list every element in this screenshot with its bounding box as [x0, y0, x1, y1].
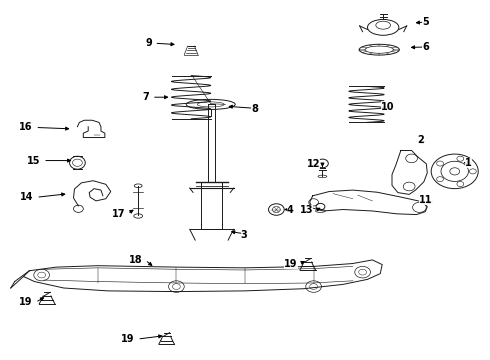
Text: 17: 17 [111, 209, 125, 219]
Text: 4: 4 [287, 204, 294, 215]
Text: 18: 18 [129, 255, 143, 265]
Text: 12: 12 [306, 159, 320, 169]
Text: 2: 2 [417, 135, 424, 145]
Text: 10: 10 [381, 102, 394, 112]
Text: 13: 13 [299, 205, 313, 215]
Text: 3: 3 [241, 230, 247, 240]
Text: 15: 15 [27, 156, 41, 166]
Text: 19: 19 [19, 297, 33, 307]
Text: 8: 8 [251, 104, 258, 114]
Text: 14: 14 [20, 192, 34, 202]
Text: 9: 9 [145, 38, 152, 48]
Text: 5: 5 [422, 17, 429, 27]
Text: 1: 1 [465, 158, 472, 168]
Text: 19: 19 [284, 258, 297, 269]
Text: 19: 19 [121, 334, 135, 344]
Text: 11: 11 [419, 195, 433, 205]
Text: 7: 7 [143, 92, 149, 102]
Text: 16: 16 [19, 122, 33, 132]
Text: 6: 6 [422, 42, 429, 52]
